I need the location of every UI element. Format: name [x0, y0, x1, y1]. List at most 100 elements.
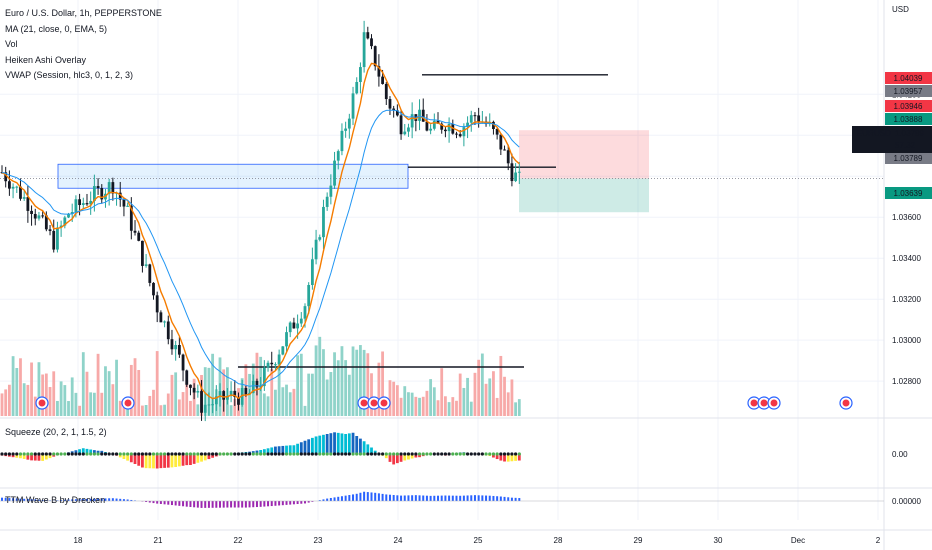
squeeze-bar-137 — [506, 454, 510, 462]
time-tick-0: 18 — [74, 536, 83, 545]
candle-body-139 — [514, 172, 518, 182]
squeeze-bar-81 — [299, 442, 303, 454]
candle-body-18 — [67, 214, 70, 218]
volume-bar-139 — [514, 402, 518, 416]
candle-body-39 — [144, 264, 148, 266]
ttm-bar-97 — [359, 492, 362, 501]
candle-body-121 — [447, 123, 451, 132]
volume-bar-135 — [499, 355, 503, 416]
squeeze-dot-70 — [259, 452, 263, 456]
squeeze-dot-15 — [55, 452, 60, 456]
squeeze-bar-42 — [155, 454, 159, 469]
ttm-bar-61 — [226, 501, 229, 508]
candle-body-94 — [347, 118, 351, 129]
legend-title[interactable]: Euro / U.S. Dollar, 1h, PEPPERSTONE — [5, 8, 162, 18]
squeeze-dot-114 — [421, 452, 425, 456]
ttm-bar-78 — [289, 501, 292, 505]
squeeze-pane-label[interactable]: Squeeze (20, 2, 1, 1.5, 2) — [5, 427, 107, 437]
squeeze-dot-6 — [22, 452, 26, 456]
squeeze-bar-56 — [207, 454, 211, 460]
squeeze-dot-5 — [18, 452, 23, 456]
candle-body-103 — [381, 76, 384, 84]
squeeze-dot-44 — [162, 452, 167, 456]
squeeze-bar-53 — [196, 454, 200, 463]
squeeze-bar-8 — [30, 454, 33, 461]
squeeze-dot-7 — [26, 452, 30, 456]
squeeze-dot-132 — [488, 452, 492, 456]
squeeze-dot-40 — [148, 452, 152, 456]
volume-bar-4 — [15, 368, 19, 416]
ttm-bar-44 — [163, 501, 166, 505]
ttm-bar-51 — [189, 501, 192, 507]
legend-vwap[interactable]: VWAP (Session, hlc3, 0, 1, 2, 3) — [5, 70, 134, 80]
ttm-bar-89 — [329, 497, 332, 501]
ttm-bar-50 — [185, 501, 188, 507]
ttm-bar-29 — [108, 498, 111, 501]
squeeze-dot-63 — [233, 452, 237, 456]
ttm-bar-87 — [322, 499, 325, 501]
legend-ma[interactable]: MA (21, close, 0, EMA, 5) — [5, 23, 108, 34]
squeeze-dot-42 — [155, 452, 159, 456]
volume-bar-98 — [362, 349, 366, 416]
candle-body-57 — [211, 404, 215, 406]
volume-bar-115 — [425, 390, 429, 416]
economic-event-dot-1 — [124, 399, 132, 407]
squeeze-dot-109 — [403, 452, 407, 456]
squeeze-bar-96 — [355, 436, 359, 454]
squeeze-bar-71 — [262, 449, 266, 454]
ttm-bar-90 — [333, 497, 336, 501]
candle-body-104 — [384, 83, 388, 100]
squeeze-dot-77 — [284, 452, 289, 456]
squeeze-bar-5 — [19, 454, 22, 459]
ttm-bar-135 — [499, 496, 502, 501]
candle-body-117 — [432, 120, 436, 129]
squeeze-bar-134 — [495, 454, 499, 460]
volume-bar-41 — [152, 389, 155, 416]
squeeze-dot-4 — [15, 452, 19, 456]
squeeze-bar-100 — [370, 447, 373, 454]
ttm-bar-45 — [167, 501, 170, 505]
volume-bar-22 — [81, 352, 85, 416]
candle-body-93 — [344, 128, 348, 131]
volume-bar-80 — [296, 355, 300, 416]
volume-bars — [0, 336, 521, 416]
volume-bar-5 — [19, 358, 22, 416]
squeeze-dot-90 — [332, 452, 337, 456]
squeeze-dot-116 — [429, 452, 433, 456]
candle-body-106 — [392, 108, 396, 111]
squeeze-dot-72 — [266, 452, 270, 456]
candle-body-75 — [277, 354, 281, 365]
squeeze-dot-45 — [166, 452, 170, 456]
ttm-bar-108 — [400, 495, 403, 501]
squeeze-bar-24 — [89, 449, 93, 454]
ttm-bar-41 — [152, 501, 155, 504]
legend-vol[interactable]: Vol — [5, 39, 18, 49]
squeeze-dot-137 — [506, 452, 510, 456]
ttm-bar-60 — [222, 501, 225, 508]
volume-bar-126 — [466, 377, 469, 416]
volume-bar-140 — [517, 399, 521, 416]
volume-bar-99 — [366, 353, 370, 416]
candle-body-99 — [366, 32, 370, 39]
ttm-bar-26 — [97, 498, 100, 501]
price-badge-label-0: 1.04039 — [894, 74, 923, 83]
candle-body-128 — [473, 115, 477, 117]
ttm-bar-80 — [296, 501, 299, 505]
squeeze-bar-70 — [259, 450, 263, 454]
candle-body-43 — [159, 312, 163, 323]
ttm-bar-73 — [270, 501, 273, 507]
volume-bar-28 — [104, 366, 107, 416]
legend-heiken[interactable]: Heiken Ashi Overlay — [5, 54, 87, 65]
ttm-bar-134 — [496, 496, 499, 501]
candle-body-21 — [78, 199, 81, 206]
candle-body-17 — [63, 217, 67, 226]
candle-body-125 — [462, 127, 466, 137]
volume-bar-136 — [503, 376, 506, 416]
ttm-pane-label[interactable]: TTM Wave B by Drecken — [5, 495, 106, 505]
squeeze-dot-95 — [351, 452, 355, 456]
candle-body-4 — [15, 186, 19, 188]
squeeze-bar-9 — [33, 454, 37, 461]
candle-body-101 — [373, 46, 377, 67]
volume-bar-44 — [163, 404, 166, 416]
